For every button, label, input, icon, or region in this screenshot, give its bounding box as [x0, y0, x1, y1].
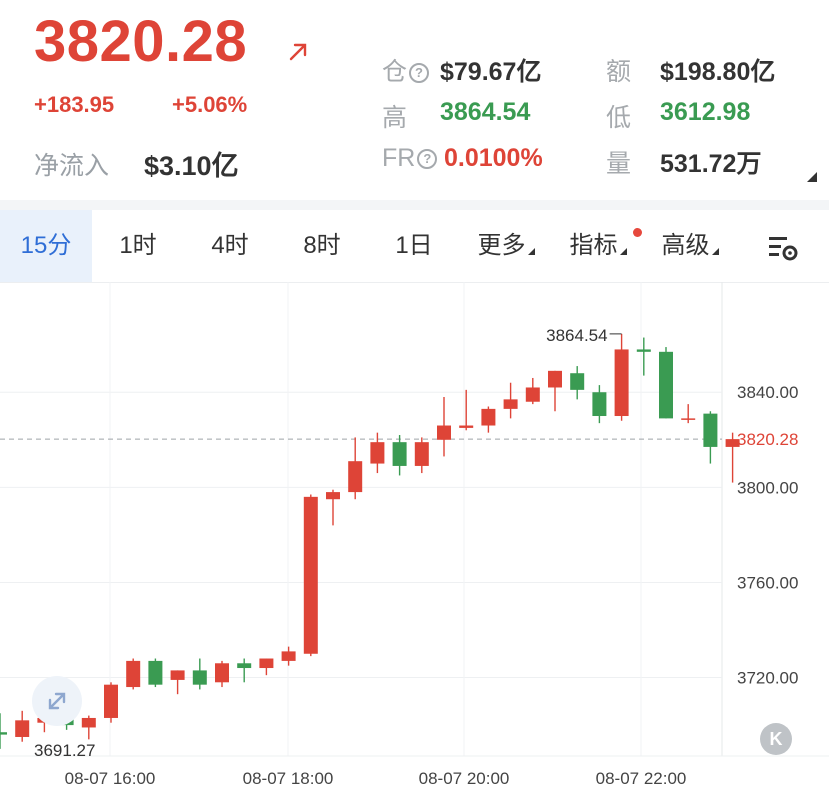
candle-body [259, 658, 274, 669]
candle-body [525, 387, 540, 402]
candle-body [370, 442, 385, 464]
candle-body [170, 670, 185, 680]
last-price: 3820.28 [34, 9, 248, 74]
interval-tabs: 15分 1时 4时 8时 1日 更多 指标 高级 [0, 210, 829, 283]
candle-body [725, 439, 740, 447]
x-tick-label: 08-07 16:00 [65, 769, 156, 788]
candle-body [81, 717, 96, 728]
candle-body [570, 373, 585, 390]
tab-8h[interactable]: 8时 [303, 232, 341, 259]
x-tick-label: 08-07 20:00 [419, 769, 510, 788]
expand-icon [48, 692, 66, 710]
candle-body [503, 399, 518, 409]
funding-rate-label: FR? [382, 144, 438, 173]
x-tick-label: 08-07 18:00 [243, 769, 334, 788]
k-chart-button[interactable]: K [760, 723, 792, 755]
tab-advanced[interactable]: 高级 [644, 210, 736, 282]
tab-more[interactable]: 更多 [460, 210, 552, 282]
candle-body [303, 496, 318, 654]
dropdown-icon [527, 248, 535, 255]
candle-body [281, 651, 296, 661]
candle-body [15, 720, 30, 737]
candle-body [414, 442, 429, 466]
y-tick-label: 3800.00 [737, 478, 798, 497]
dropdown-icon [619, 248, 627, 255]
high-value: 3864.54 [440, 98, 531, 126]
turnover-value: $198.80亿 [660, 58, 776, 86]
expand-button[interactable] [32, 676, 82, 726]
notification-dot [633, 228, 642, 237]
y-tick-label: 3840.00 [737, 383, 798, 402]
tab-4h[interactable]: 4时 [211, 232, 249, 259]
candle-body [659, 351, 673, 419]
candle-body [703, 413, 718, 447]
y-tick-label: 3760.00 [737, 573, 798, 592]
candle-body [215, 663, 229, 683]
open-interest-value: $79.67亿 [440, 58, 542, 86]
low-marker-label: 3691.27 [34, 741, 95, 760]
chart-settings-icon [769, 236, 798, 261]
chart-settings-button[interactable] [746, 210, 820, 282]
dropdown-icon [711, 248, 719, 255]
candle-body [392, 442, 407, 466]
candlestick-chart[interactable]: 3840.00 3800.00 3760.00 3720.00 08-07 16:00 0… [0, 282, 829, 796]
help-icon[interactable]: ? [409, 63, 430, 83]
open-interest-label: 仓? [382, 52, 430, 88]
low-label: 低 [606, 104, 632, 132]
arrow-up-right-icon [289, 43, 307, 61]
candle-body [148, 660, 163, 685]
volume-value: 531.72万 [660, 150, 762, 178]
funding-rate-value: 0.0100% [444, 144, 543, 172]
low-value: 3612.98 [660, 98, 751, 126]
tab-15m[interactable]: 15分 [0, 210, 92, 282]
tab-indicators[interactable]: 指标 [552, 210, 644, 282]
candle-body [326, 492, 340, 500]
change-percent: +5.06% [172, 92, 248, 117]
candle-body [636, 349, 651, 352]
candle-body [548, 370, 562, 388]
help-icon[interactable]: ? [417, 149, 438, 169]
volume-label: 量 [606, 150, 632, 178]
netflow-label: 净流入 [34, 152, 110, 180]
candle-body [237, 663, 252, 669]
y-tick-label: 3720.00 [737, 669, 798, 688]
candle-body [437, 425, 451, 440]
candle-body [192, 670, 207, 685]
candle-body [592, 392, 607, 417]
current-price-label: 3820.28 [737, 430, 798, 449]
x-tick-label: 08-07 22:00 [596, 769, 687, 788]
expand-stats-icon[interactable] [807, 172, 817, 182]
high-label: 高 [382, 104, 408, 132]
candle-body [681, 418, 696, 420]
candle-body [348, 461, 363, 493]
candle-body [0, 732, 7, 735]
candle-body [126, 660, 141, 688]
candle-body [459, 425, 474, 428]
candle-body [481, 408, 496, 426]
tab-1d[interactable]: 1日 [395, 232, 433, 259]
high-marker-label: 3864.54 [546, 326, 607, 345]
tab-1h[interactable]: 1时 [119, 232, 157, 259]
turnover-label: 额 [606, 58, 632, 86]
netflow-value: $3.10亿 [144, 151, 239, 181]
candle-body [104, 684, 118, 718]
candle-body [614, 349, 629, 417]
change-absolute: +183.95 [34, 92, 115, 117]
section-divider [0, 200, 829, 210]
